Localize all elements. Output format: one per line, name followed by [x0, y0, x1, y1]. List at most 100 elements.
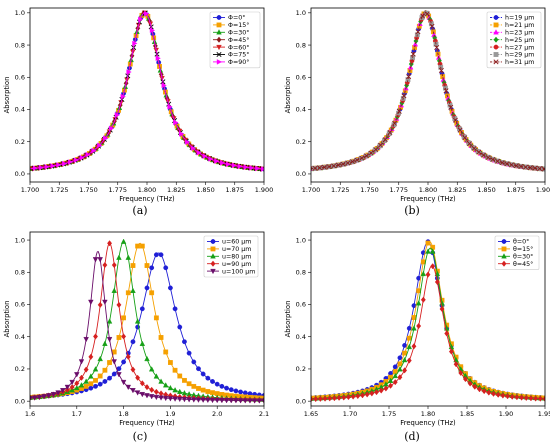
data-point — [125, 353, 131, 360]
data-point — [67, 159, 74, 165]
data-point — [139, 380, 145, 387]
data-point — [528, 395, 534, 402]
data-point — [167, 104, 173, 110]
data-point — [163, 349, 169, 355]
legend-marker-h-19-m — [493, 15, 499, 20]
x-tick-label: 1.900 — [536, 186, 550, 194]
data-point — [242, 398, 249, 404]
legend-marker-0 — [216, 15, 222, 20]
data-point — [416, 322, 422, 330]
data-point — [256, 398, 263, 404]
data-point — [116, 301, 122, 308]
panel-label: (d) — [404, 430, 420, 443]
y-tick-label: 0.8 — [15, 41, 25, 49]
legend-label-h-29-m: h=29 μm — [505, 52, 534, 59]
data-point — [514, 394, 520, 401]
data-point — [121, 315, 127, 321]
data-point — [102, 367, 108, 373]
data-point — [139, 243, 145, 249]
data-point — [354, 157, 360, 163]
data-point — [158, 335, 164, 340]
data-point — [74, 372, 80, 378]
legend-marker-h-21-m — [493, 22, 499, 28]
y-tick-label: 0.4 — [296, 106, 306, 114]
legend-label-h-27-m: h=27 μm — [505, 44, 534, 51]
x-tick-label: 1.775 — [108, 186, 127, 194]
data-point — [424, 11, 430, 17]
data-point — [392, 120, 398, 126]
data-point — [260, 166, 264, 172]
data-point — [69, 384, 75, 391]
data-point — [74, 384, 80, 391]
data-point — [126, 69, 132, 75]
legend: θ=0°θ=15°θ=30°θ=45° — [494, 235, 540, 270]
data-point — [111, 287, 117, 293]
data-point — [111, 359, 117, 365]
data-point — [467, 380, 473, 387]
data-point — [88, 381, 94, 387]
y-tick-label: 0.6 — [296, 73, 306, 81]
x-tick-label: 1.700 — [302, 186, 321, 194]
data-point — [434, 45, 440, 51]
data-point — [420, 296, 426, 303]
legend-label-45: Φ=45° — [228, 36, 249, 44]
data-point — [125, 384, 132, 391]
legend-label-15: θ=15° — [513, 245, 533, 253]
legend-marker-45 — [501, 260, 507, 267]
data-point — [523, 164, 529, 170]
data-point — [30, 395, 33, 402]
data-point — [448, 104, 454, 110]
data-point — [335, 162, 341, 168]
data-point — [144, 263, 150, 268]
data-point — [106, 337, 113, 343]
data-point — [139, 392, 146, 398]
data-point — [132, 40, 138, 47]
data-point — [107, 360, 112, 365]
data-point — [103, 135, 109, 141]
data-point — [144, 285, 150, 291]
data-point — [336, 394, 342, 401]
data-point — [191, 359, 197, 365]
data-point — [208, 156, 214, 162]
data-point — [495, 391, 501, 398]
data-point — [158, 252, 164, 258]
data-point — [149, 386, 155, 393]
data-point — [425, 248, 431, 254]
data-point — [88, 373, 94, 379]
data-point — [56, 162, 62, 168]
data-point — [92, 257, 99, 263]
data-point — [120, 238, 127, 244]
y-tick-label: 1.0 — [15, 236, 25, 244]
legend-label-0: θ=0° — [513, 238, 529, 246]
data-point — [195, 397, 202, 403]
data-point — [345, 393, 351, 401]
data-point — [537, 166, 543, 172]
data-point — [388, 382, 394, 389]
data-point — [186, 350, 192, 356]
y-axis-label: Absorption — [3, 301, 11, 338]
data-point — [368, 150, 374, 156]
data-point — [513, 163, 519, 169]
data-point — [88, 353, 94, 360]
series-line-30 — [311, 247, 545, 400]
data-point — [410, 51, 416, 57]
plot-area — [311, 9, 545, 172]
x-tick-label: 1.70 — [343, 410, 357, 418]
data-point — [359, 155, 365, 161]
data-point — [495, 158, 501, 164]
legend: h=19 μmh=21 μmh=23 μmh=25 μmh=27 μmh=29 … — [486, 11, 542, 69]
legend-frame — [494, 235, 540, 270]
data-point — [163, 265, 169, 271]
plot-frame — [310, 7, 546, 183]
data-point — [135, 243, 141, 249]
data-point — [317, 395, 323, 402]
plot-area — [30, 238, 264, 404]
data-point — [41, 394, 47, 400]
data-point — [93, 333, 98, 340]
y-axis-label: Absorption — [284, 77, 292, 114]
x-tick-label: 1.875 — [225, 186, 244, 194]
data-point — [130, 263, 136, 268]
data-point — [167, 384, 174, 391]
x-tick-label: 1.65 — [304, 410, 318, 418]
data-point — [83, 366, 89, 373]
